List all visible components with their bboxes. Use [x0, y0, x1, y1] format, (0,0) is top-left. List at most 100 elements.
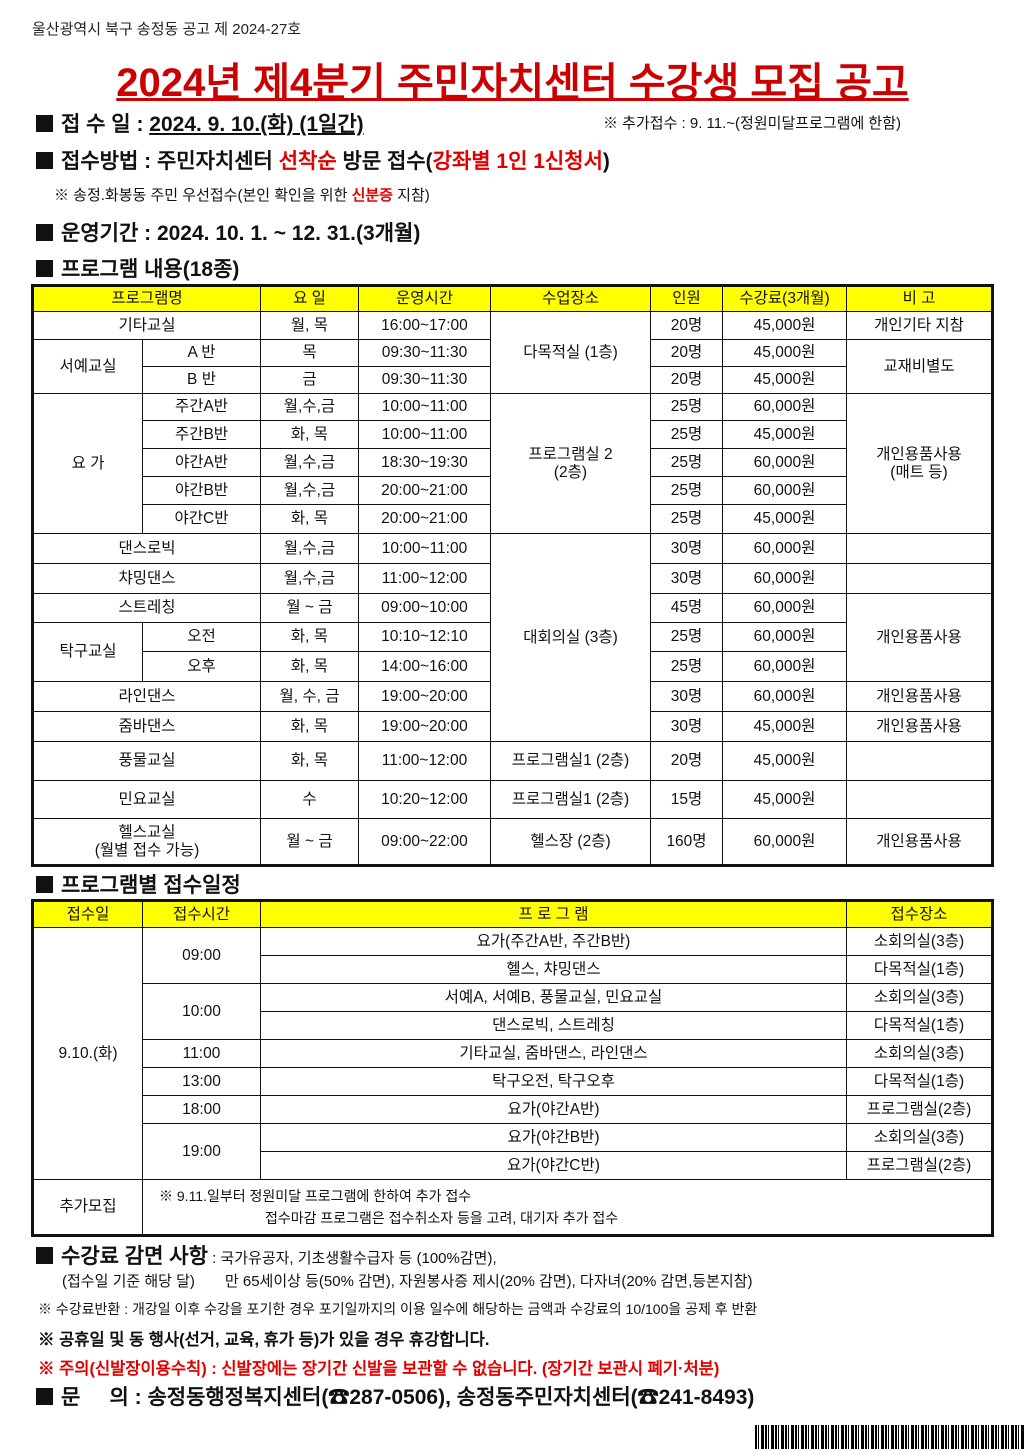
fee-cell: 60,000원 [722, 393, 847, 421]
days-cell: 화, 목 [260, 504, 359, 534]
fee-cell: 45,000원 [722, 711, 847, 742]
program-name-cell: 줌바댄스 [32, 711, 261, 742]
bullet-square-icon [36, 115, 53, 132]
program-name-cell: 탁구교실 [32, 622, 143, 682]
class-name-cell: B 반 [142, 366, 261, 394]
reception-date: 접 수 일 : 2024. 9. 10.(화) (1일간) [36, 108, 364, 138]
bullet-square-icon [36, 1247, 53, 1264]
text: 프로그램 내용(18종) [61, 258, 240, 281]
header-cell: 프로그램명 [32, 285, 261, 312]
extra-note-1: ※ 9.11.일부터 정원미달 프로그램에 한하여 추가 접수 [159, 1187, 472, 1204]
days-cell: 월 ~ 금 [260, 593, 359, 623]
extra-note-2: 접수마감 프로그램은 접수취소자 등을 고려, 대기자 추가 접수 [265, 1210, 619, 1226]
note-cell: 개인용품사용 [846, 818, 993, 866]
extra-label-cell: 추가모집 [32, 1179, 143, 1236]
label: 접수방법 : 주민자치센터 [61, 150, 279, 173]
days-cell: 화, 목 [260, 420, 359, 449]
time-cell: 10:00~11:00 [358, 420, 491, 449]
reception-method: 접수방법 : 주민자치센터 선착순 방문 접수(강좌별 1인 1신청서) [36, 145, 610, 175]
highlight: 선착순 [278, 150, 337, 173]
holiday-note: ※ 공휴일 및 동 행사(선거, 교육, 휴가 등)가 있을 경우 휴강합니다. [38, 1331, 490, 1349]
note-cell: 개인용품사용 (매트 등) [846, 393, 993, 534]
bullet-square-icon [36, 152, 53, 169]
table-row: B 반 금 09:30~11:30 20명 45,000원 [33, 366, 993, 394]
table-row: 줌바댄스 화, 목 19:00~20:00 30명 45,000원 개인용품사용 [32, 711, 993, 742]
time-cell: 11:00~12:00 [358, 741, 491, 781]
days-cell: 월,수,금 [260, 448, 359, 477]
capacity-cell: 30명 [650, 681, 723, 712]
fee-cell: 60,000원 [722, 651, 847, 682]
table-row: 댄스로빅, 스트레칭 다목적실(1층) [33, 1011, 993, 1040]
place-cell: 소회의실(3층) [846, 1039, 993, 1068]
header-cell: 접수시간 [142, 900, 261, 928]
place-cell: 헬스장 (2층) [490, 818, 651, 866]
days-cell: 화, 목 [260, 651, 359, 682]
highlight: 신분증 [351, 187, 393, 204]
program-name-cell: 스트레칭 [32, 593, 261, 623]
fee-cell: 45,000원 [722, 504, 847, 534]
program-name-cell: 라인댄스 [32, 681, 261, 712]
capacity-cell: 30명 [650, 533, 723, 564]
place-cell: 프로그램실(2층) [846, 1095, 993, 1124]
table-row: 헬스, 챠밍댄스 다목적실(1층) [33, 955, 993, 984]
table-row: 풍물교실 화, 목 11:00~12:00 프로그램실1 (2층) 20명 45,000원 [32, 741, 993, 781]
days-cell: 화, 목 [260, 622, 359, 652]
table-row: 주간B반 화, 목 10:00~11:00 25명 45,000원 [33, 420, 993, 449]
fee-cell: 45,000원 [722, 780, 847, 819]
header-cell: 접수장소 [846, 900, 993, 928]
table-row: 댄스로빅 월,수,금 10:00~11:00 대회의실 (3층) 30명 60,000원 [32, 533, 993, 742]
note-cell [846, 741, 993, 781]
place-cell: 소회의실(3층) [846, 1123, 993, 1152]
time-cell: 11:00~12:00 [358, 563, 491, 594]
text: (접수일 기준 해당 달) [62, 1273, 195, 1290]
fee-cell: 45,000원 [722, 339, 847, 367]
place-cell: 대회의실 (3층) [490, 533, 651, 742]
days-cell: 월, 수, 금 [260, 681, 359, 712]
time-cell: 13:00 [142, 1067, 261, 1096]
capacity-cell: 25명 [650, 504, 723, 534]
time-cell: 10:00~11:00 [358, 533, 491, 564]
highlight: 강좌별 1인 1신청서 [432, 150, 603, 173]
fee-cell: 60,000원 [722, 593, 847, 623]
capacity-cell: 30명 [650, 711, 723, 742]
program-cell: 댄스로빅, 스트레칭 [260, 1011, 847, 1040]
note-cell [846, 533, 993, 564]
schedule-heading: 프로그램별 접수일정 [36, 869, 241, 899]
text: ※ 송정.화봉동 주민 우선접수(본인 확인을 위한 [54, 187, 352, 204]
fee-cell: 45,000원 [722, 311, 847, 340]
class-name-cell: 주간A반 [142, 393, 261, 421]
days-cell: 목 [260, 339, 359, 367]
class-name-cell: 주간B반 [142, 420, 261, 449]
fee-cell: 60,000원 [722, 622, 847, 652]
fee-cell: 60,000원 [722, 563, 847, 594]
place-cell: 프로그램실 2 (2층) [490, 393, 651, 534]
place-cell: 소회의실(3층) [846, 927, 993, 956]
place-cell: 다목적실(1층) [846, 1067, 993, 1096]
days-cell: 금 [260, 366, 359, 394]
programs-heading: 프로그램 내용(18종) [36, 253, 239, 283]
capacity-cell: 25명 [650, 622, 723, 652]
capacity-cell: 25명 [650, 448, 723, 477]
days-cell: 월 ~ 금 [260, 818, 359, 866]
caution-note: ※ 주의(신발장이용수칙) : 신발장에는 장기간 신발을 보관할 수 없습니다… [38, 1360, 720, 1378]
header-cell: 수강료(3개월) [722, 285, 847, 312]
time-cell: 09:30~11:30 [358, 339, 491, 367]
capacity-cell: 20명 [650, 741, 723, 781]
bullet-square-icon [36, 260, 53, 277]
bullet-square-icon [36, 876, 53, 893]
days-cell: 월, 목 [260, 311, 359, 340]
text: 만 65세이상 등(50% 감면), 자원봉사증 제시(20% 감면), 다자녀… [224, 1273, 753, 1290]
time-cell: 09:30~11:30 [358, 366, 491, 394]
class-name-cell: 야간C반 [142, 504, 261, 534]
program-cell: 요가(야간A반) [260, 1095, 847, 1124]
header-cell: 인원 [650, 285, 723, 312]
program-table: 프로그램명 요 일 운영시간 수업장소 인원 수강료(3개월) 비 고 기타교실 월, 목 16:… [31, 284, 994, 867]
days-cell: 월,수,금 [260, 563, 359, 594]
time-cell: 14:00~16:00 [358, 651, 491, 682]
capacity-cell: 20명 [650, 366, 723, 394]
table-row: 민요교실 수 10:20~12:00 프로그램실1 (2층) 15명 45,000원 [32, 780, 993, 819]
program-cell: 헬스, 챠밍댄스 [260, 955, 847, 984]
time-cell: 19:00~20:00 [358, 681, 491, 712]
class-name-cell: A 반 [142, 339, 261, 367]
